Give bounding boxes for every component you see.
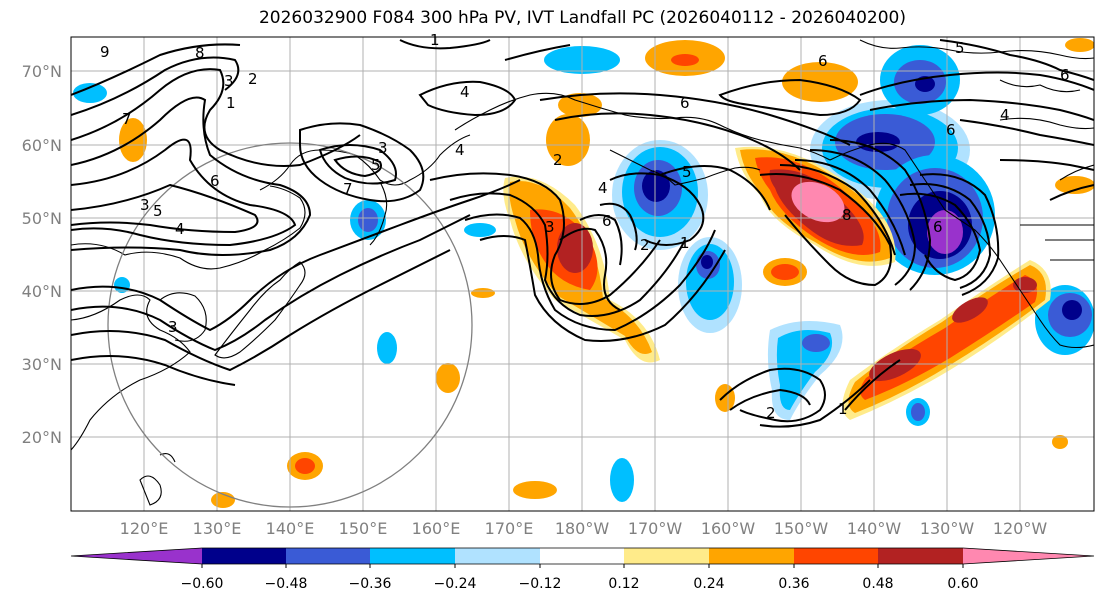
colorbar-segment	[794, 548, 878, 564]
colorbar-segment	[370, 548, 455, 564]
map-border	[70, 36, 1095, 512]
colorbar-segments	[70, 547, 1095, 565]
contour-label: 6	[680, 94, 690, 112]
colorbar: −0.60 −0.48 −0.36 −0.24 −0.12 0.12 0.24 …	[70, 547, 1095, 592]
pv-contours	[71, 39, 1094, 428]
contour-label: 1	[680, 234, 690, 252]
lat-label-50n: 50°N	[22, 209, 62, 228]
colorbar-label: −0.12	[519, 576, 562, 592]
contour-label: 2	[248, 70, 258, 88]
colorbar-segment	[878, 548, 963, 564]
contour-label: 5	[955, 39, 965, 57]
contour-label: 6	[602, 212, 612, 230]
colorbar-ticks	[201, 564, 964, 568]
contour-label: 4	[175, 220, 185, 238]
contour-label: 1	[838, 400, 848, 418]
lat-label-20n: 20°N	[22, 428, 62, 447]
contour-label: 2	[766, 404, 776, 422]
contour-label: 1	[430, 31, 440, 49]
contour-label: 8	[842, 206, 852, 224]
contour-label: 6	[210, 172, 220, 190]
contour-label: 5	[153, 202, 163, 220]
colorbar-segment	[286, 548, 370, 564]
contour-label: 7	[343, 180, 353, 198]
lon-label: 170°W	[628, 519, 683, 538]
colorbar-label: 0.24	[693, 576, 724, 592]
contour-label: 3	[224, 72, 234, 90]
contour-label: 8	[195, 44, 205, 62]
lon-label: 130°W	[920, 519, 975, 538]
colorbar-label: 0.12	[608, 576, 639, 592]
lon-label: 150°W	[774, 519, 829, 538]
contour-label: 1	[226, 94, 236, 112]
colorbar-label: −0.48	[265, 576, 308, 592]
contour-label: 3	[545, 218, 555, 236]
lat-label-30n: 30°N	[22, 355, 62, 374]
colorbar-label: 0.48	[862, 576, 893, 592]
contour-label: 7	[122, 110, 132, 128]
contour-label: 4	[598, 179, 608, 197]
lon-label: 160°E	[412, 519, 461, 538]
contour-labels: 9 8 3 2 1 1 4 6 5 6 7 5 4 3 5 7 3 2 3 4 …	[100, 31, 1070, 422]
map-title: 2026032900 F084 300 hPa PV, IVT Landfall…	[258, 8, 906, 28]
contour-label: 2	[553, 151, 563, 169]
lon-label: 130°E	[193, 519, 242, 538]
colorbar-segment	[455, 548, 540, 564]
colorbar-segment	[540, 548, 624, 564]
contour-label: 6	[946, 121, 956, 139]
colorbar-segment	[71, 548, 202, 564]
colorbar-segment	[963, 548, 1094, 564]
reference-circle	[107, 142, 473, 508]
lon-label: 120°W	[993, 519, 1048, 538]
colorbar-label: −0.24	[434, 576, 477, 592]
contour-label: 6	[933, 218, 943, 236]
contour-label: 5	[682, 163, 692, 181]
contour-label: 4	[460, 83, 470, 101]
contour-label: 6	[1060, 66, 1070, 84]
contour-label: 5	[371, 156, 381, 174]
contour-label: 9	[100, 43, 110, 61]
contour-label: 2	[640, 236, 650, 254]
contour-label: 3	[378, 139, 388, 157]
lon-label: 150°E	[339, 519, 388, 538]
colorbar-label: 0.36	[778, 576, 809, 592]
contour-label: 4	[1000, 106, 1010, 124]
latitude-labels: 70°N 60°N 50°N 40°N 30°N 20°N	[22, 62, 62, 447]
contour-label: 4	[455, 141, 465, 159]
lon-label: 180°W	[555, 519, 610, 538]
contour-label: 6	[818, 52, 828, 70]
contour-label: 3	[168, 318, 178, 336]
colorbar-segment	[624, 548, 709, 564]
colorbar-segment	[202, 548, 286, 564]
lon-label: 160°W	[701, 519, 756, 538]
pv-anomaly-shading	[73, 38, 1094, 508]
lat-label-40n: 40°N	[22, 282, 62, 301]
colorbar-label: −0.36	[349, 576, 392, 592]
colorbar-label: −0.60	[181, 576, 224, 592]
colorbar-label: 0.60	[947, 576, 978, 592]
lat-label-60n: 60°N	[22, 136, 62, 155]
lon-label: 140°E	[266, 519, 315, 538]
lat-label-70n: 70°N	[22, 62, 62, 81]
lon-label: 120°E	[120, 519, 169, 538]
lon-label: 140°W	[847, 519, 902, 538]
colorbar-segment	[709, 548, 794, 564]
contour-label: 3	[140, 196, 150, 214]
longitude-labels: 120°E 130°E 140°E 150°E 160°E 170°E 180°…	[120, 519, 1048, 538]
lon-label: 170°E	[485, 519, 534, 538]
